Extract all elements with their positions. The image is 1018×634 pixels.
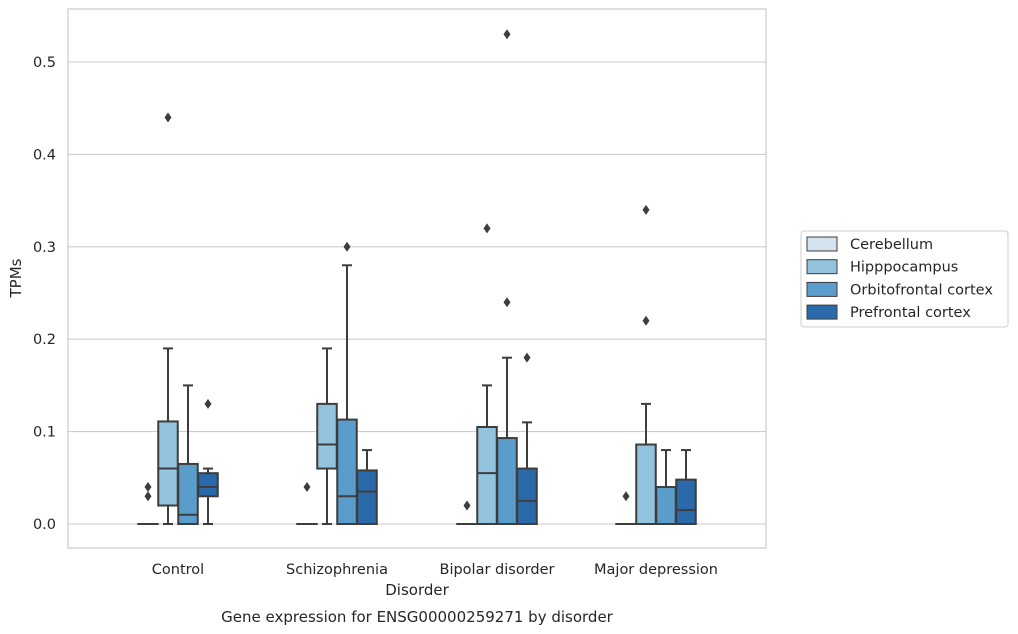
legend-swatch [806,304,838,320]
box-2-2 [496,29,518,525]
y-tick-label: 0.4 [33,147,56,163]
outlier-marker [483,223,491,234]
box-iqr [197,472,219,498]
outlier-marker [144,482,152,493]
legend-label: Prefrontal cortex [850,305,971,321]
box-1-0 [157,112,179,525]
box-layer [137,29,697,526]
box-iqr [476,425,498,526]
box-3-2 [516,352,538,525]
legend-swatch [806,259,838,275]
box-iqr [516,467,538,525]
y-tick-label: 0.5 [33,55,56,71]
box-iqr [157,420,179,507]
box-0-3 [615,491,637,526]
legend: Cerebellum Hipppocampus Orbitofrontal cort… [800,230,1009,328]
box-0-0 [137,482,159,526]
box-0-1 [296,482,318,526]
outlier-marker [303,482,311,493]
box-2-0 [177,384,199,526]
x-tick-label: Schizophrenia [286,562,388,578]
box-iqr [675,478,697,526]
box-1-1 [316,347,338,525]
outlier-marker [642,315,650,326]
box-3-3 [675,449,697,526]
outlier-marker [204,398,212,409]
x-tick-label: Major depression [594,562,718,578]
box-2-1 [336,241,358,526]
y-tick-label: 0.2 [33,332,56,348]
box-iqr [496,437,518,525]
outlier-marker [164,112,172,123]
box-iqr [655,486,677,526]
outlier-marker [463,500,471,511]
outlier-marker [144,491,152,502]
box-iqr [316,402,338,470]
box-3-1 [356,449,378,525]
x-tick-label: Control [152,562,204,578]
x-axis-label: Disorder [385,581,449,599]
y-tick-label: 0.0 [33,517,56,533]
x-tick-label: Bipolar disorder [440,562,555,578]
y-tick-label: 0.3 [33,240,56,256]
plot-frame [67,8,767,549]
box-1-3 [635,204,657,526]
legend-label: Orbitofrontal cortex [850,282,993,298]
outlier-marker [523,352,531,363]
outlier-marker [343,241,351,252]
box-0-2 [456,500,478,526]
outlier-marker [642,204,650,215]
outlier-marker [622,491,630,502]
box-1-2 [476,223,498,526]
y-tick-label: 0.1 [33,425,56,441]
outlier-marker [503,29,511,40]
box-3-0 [197,398,219,525]
x-axis-ticks: Control Schizophrenia Bipolar disorder Majo… [152,562,718,578]
legend-swatch [806,281,838,297]
chart-caption: Gene expression for ENSG00000259271 by d… [221,608,614,626]
legend-swatch [806,236,838,252]
y-axis-ticks: 0.0 0.1 0.2 0.3 0.4 0.5 [33,55,56,533]
legend-frame [800,230,1009,328]
outlier-marker [503,297,511,308]
box-iqr [336,418,358,526]
box-iqr [356,469,378,525]
legend-label: Hipppocampus [850,260,958,276]
box-iqr [635,443,657,526]
box-2-3 [655,449,677,526]
y-axis-label: TPMs [7,258,25,298]
legend-label: Cerebellum [850,237,933,253]
